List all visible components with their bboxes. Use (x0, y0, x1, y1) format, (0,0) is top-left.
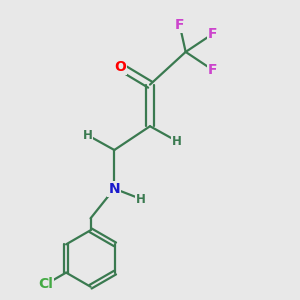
Text: H: H (172, 135, 182, 148)
Text: Cl: Cl (38, 278, 53, 292)
Text: N: N (109, 182, 120, 196)
Text: F: F (208, 63, 217, 77)
Text: F: F (208, 27, 217, 41)
Text: O: O (114, 60, 126, 74)
Text: F: F (175, 18, 184, 32)
Text: H: H (82, 129, 92, 142)
Text: H: H (136, 193, 146, 206)
